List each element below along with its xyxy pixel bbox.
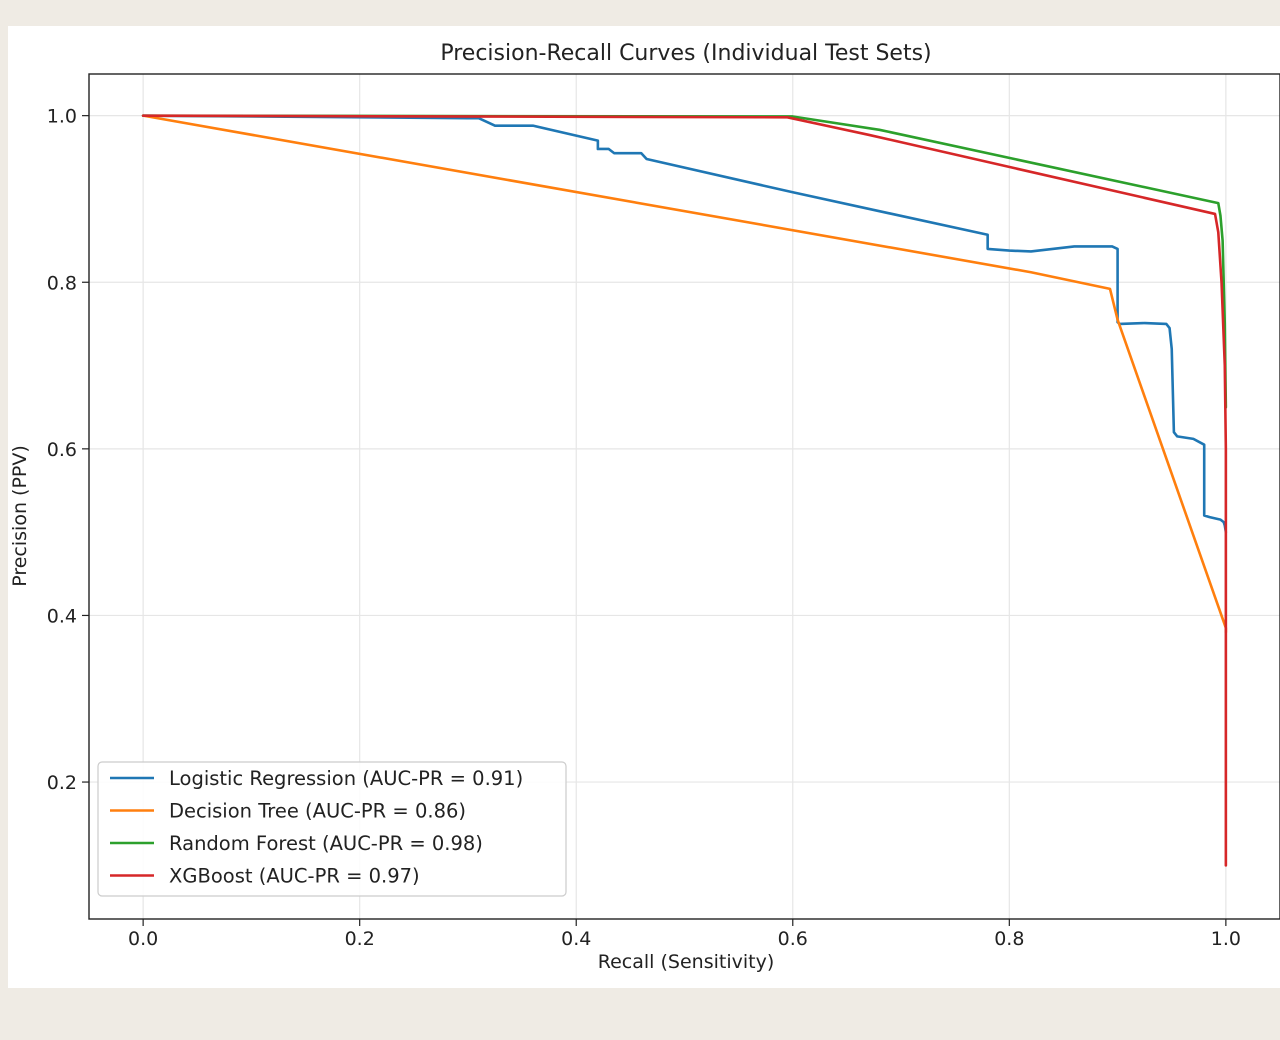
x-tick-label: 0.4 (561, 928, 591, 950)
series-line-logistic-regression (141, 114, 1228, 534)
chart-title: Precision-Recall Curves (Individual Test… (440, 41, 931, 66)
legend-label: Decision Tree (AUC-PR = 0.86) (169, 800, 466, 823)
y-tick-label: 0.4 (47, 605, 77, 627)
x-tick-label: 0.6 (778, 928, 808, 950)
axis-ticks: 0.0 0.2 0.4 0.6 0.8 1.0 0.2 0.4 0.6 0.8 1.0 (47, 106, 1241, 950)
y-tick-label: 0.8 (47, 272, 77, 294)
series-line-xgboost (141, 114, 1228, 867)
x-tick-label: 1.0 (1211, 928, 1241, 950)
x-tick-label: 0.8 (994, 928, 1024, 950)
y-axis-label: Precision (PPV) (9, 445, 31, 587)
x-axis-label: Recall (Sensitivity) (598, 951, 774, 973)
y-tick-label: 0.2 (47, 772, 77, 794)
y-tick-label: 0.6 (47, 439, 77, 461)
legend: Logistic Regression (AUC-PR = 0.91) Decis… (97, 761, 567, 897)
plot-area-frame (88, 73, 1280, 920)
chart-figure: Precision-Recall Curves (Individual Test… (8, 26, 1280, 988)
legend-label: Random Forest (AUC-PR = 0.98) (169, 832, 483, 855)
series-lines (141, 114, 1228, 867)
precision-recall-chart: Precision-Recall Curves (Individual Test… (9, 41, 1280, 973)
legend-label: XGBoost (AUC-PR = 0.97) (169, 865, 420, 888)
y-tick-label: 1.0 (47, 106, 77, 128)
x-tick-label: 0.0 (128, 928, 158, 950)
legend-frame (97, 761, 567, 897)
x-tick-label: 0.2 (345, 928, 375, 950)
series-line-decision-tree (141, 114, 1228, 634)
legend-label: Logistic Regression (AUC-PR = 0.91) (169, 767, 523, 790)
series-line-random-forest (141, 114, 1228, 409)
